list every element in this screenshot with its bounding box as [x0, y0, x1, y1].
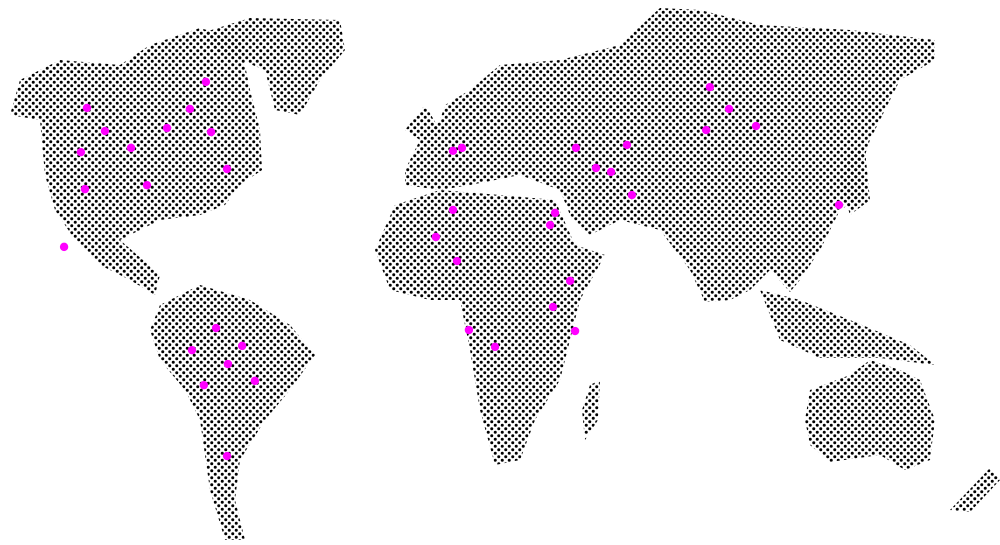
location-marker[interactable] [80, 184, 90, 194]
location-marker[interactable] [570, 326, 580, 336]
location-marker[interactable] [490, 342, 500, 352]
location-marker[interactable] [142, 180, 152, 190]
location-marker[interactable] [126, 143, 136, 153]
location-markers [59, 77, 844, 461]
location-marker[interactable] [571, 143, 581, 153]
location-marker[interactable] [199, 380, 209, 390]
location-marker[interactable] [59, 242, 69, 252]
new-zealand [950, 468, 1000, 512]
location-marker[interactable] [211, 323, 221, 333]
location-marker[interactable] [545, 220, 555, 230]
location-marker[interactable] [565, 276, 575, 286]
location-marker[interactable] [76, 147, 86, 157]
north-america [10, 28, 262, 295]
location-marker[interactable] [222, 451, 232, 461]
location-marker[interactable] [100, 126, 110, 136]
location-marker[interactable] [701, 125, 711, 135]
location-marker[interactable] [627, 190, 637, 200]
location-marker[interactable] [237, 341, 247, 351]
location-marker[interactable] [464, 325, 474, 335]
location-marker[interactable] [222, 164, 232, 174]
location-marker[interactable] [82, 103, 92, 113]
location-marker[interactable] [431, 232, 441, 242]
location-marker[interactable] [606, 167, 616, 177]
location-marker[interactable] [457, 143, 467, 153]
africa [375, 190, 605, 465]
location-marker[interactable] [187, 345, 197, 355]
southeast-asia-islands [760, 290, 935, 365]
location-marker[interactable] [834, 200, 844, 210]
south-america [150, 285, 315, 540]
australia [805, 360, 935, 470]
location-marker[interactable] [223, 359, 233, 369]
location-marker[interactable] [591, 163, 601, 173]
landmasses [10, 8, 1000, 540]
location-marker[interactable] [162, 123, 172, 133]
location-marker[interactable] [705, 82, 715, 92]
location-marker[interactable] [751, 121, 761, 131]
location-marker[interactable] [201, 77, 211, 87]
eurasia [405, 8, 935, 302]
madagascar [582, 380, 600, 440]
location-marker[interactable] [448, 205, 458, 215]
location-marker[interactable] [185, 104, 195, 114]
location-marker[interactable] [206, 127, 216, 137]
location-marker[interactable] [452, 256, 462, 266]
location-marker[interactable] [250, 376, 260, 386]
japan [840, 150, 870, 215]
location-marker[interactable] [622, 140, 632, 150]
location-marker[interactable] [548, 302, 558, 312]
location-marker[interactable] [448, 146, 458, 156]
location-marker[interactable] [550, 208, 560, 218]
location-marker[interactable] [724, 104, 734, 114]
greenland [205, 18, 345, 115]
